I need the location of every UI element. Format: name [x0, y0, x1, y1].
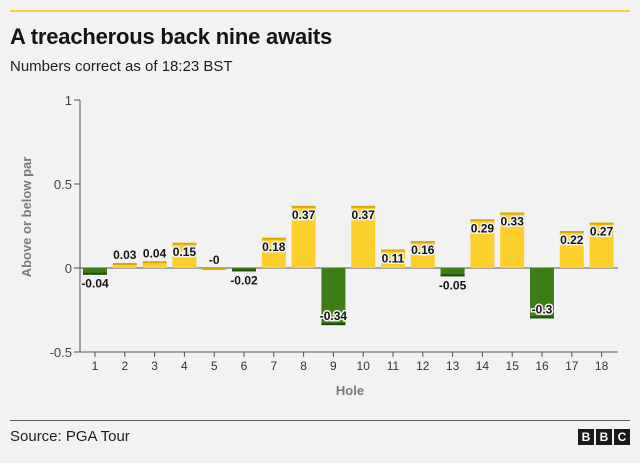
bar	[530, 268, 554, 319]
bar-value-label: 0.27	[590, 225, 614, 239]
bar	[83, 268, 107, 275]
bar-chart: -0.5 0 0.5 1 -0.04 0.03 0.04 0.15 -0 -0.02 0.18 0.…	[19, 93, 618, 398]
bar-value-label: 0.18	[262, 240, 286, 254]
x-tick-label: 16	[535, 359, 549, 373]
x-tick-label: 5	[211, 359, 218, 373]
y-tick-label: 1	[65, 93, 72, 108]
bar	[589, 222, 614, 268]
bar-value-label: -0.05	[439, 278, 467, 292]
bbc-logo-letter: B	[578, 429, 594, 445]
bar	[381, 249, 405, 268]
x-tick-label: 2	[121, 359, 128, 373]
bar	[440, 268, 465, 277]
bar	[470, 219, 495, 268]
x-tick-label: 9	[330, 359, 337, 373]
bar	[112, 262, 137, 268]
x-tick-label: 15	[506, 359, 520, 373]
x-tick-label: 7	[270, 359, 277, 373]
bbc-logo-letter: C	[614, 429, 630, 445]
x-axis: 1 2 3 4 5 6 7 8 9 10 11 12 13 14 15 16 17 18	[80, 351, 618, 373]
x-tick-label: 10	[357, 359, 371, 373]
x-tick-label: 8	[300, 359, 307, 373]
chart-subtitle: Numbers correct as of 18:23 BST	[10, 58, 233, 75]
y-tick-label: 0.5	[54, 177, 72, 192]
x-tick-label: 3	[151, 359, 158, 373]
bar	[142, 261, 167, 268]
bar-value-label: 0.03	[113, 248, 137, 262]
x-tick-label: 11	[387, 359, 400, 373]
bar-value-label: -0.3	[532, 302, 553, 316]
bar-value-label: 0.29	[471, 221, 495, 235]
bar-value-label: 0.15	[173, 245, 197, 259]
bars-group: -0.04 0.03 0.04 0.15 -0 -0.02 0.18 0.37 -0.34 0.3…	[80, 205, 618, 326]
x-tick-label: 13	[446, 359, 460, 373]
x-tick-label: 18	[595, 359, 609, 373]
bar-value-label: -0.02	[230, 273, 258, 287]
bar-value-label: 0.04	[143, 246, 167, 260]
bbc-logo: B B C	[578, 429, 630, 445]
bar	[261, 237, 286, 268]
top-accent-rule	[10, 10, 630, 12]
bbc-logo-letter: B	[596, 429, 612, 445]
x-tick-label: 17	[565, 359, 579, 373]
bar-value-label: 0.16	[411, 243, 435, 257]
bar-value-label: 0.11	[382, 252, 405, 266]
bar-value-label: 0.22	[560, 233, 584, 247]
y-axis-label: Above or below par	[19, 157, 34, 278]
x-tick-label: 6	[241, 359, 248, 373]
x-tick-label: 14	[476, 359, 490, 373]
bar-value-label: 0.37	[352, 208, 376, 222]
bar-value-label: 0.33	[501, 215, 525, 229]
bar	[291, 205, 316, 268]
bar	[321, 268, 346, 326]
bar	[172, 242, 197, 268]
y-tick-label: 0	[65, 261, 72, 276]
bar-value-label: -0.34	[320, 309, 348, 323]
x-tick-label: 1	[92, 359, 99, 373]
source-note: Source: PGA Tour	[10, 428, 130, 445]
bar	[351, 205, 376, 268]
bar	[500, 212, 525, 268]
y-tick-label: -0.5	[50, 345, 72, 360]
bar-value-label: 0.37	[292, 208, 316, 222]
footer-rule	[10, 420, 630, 421]
bar-value-label: -0	[209, 253, 220, 267]
chart-title: A treacherous back nine awaits	[10, 24, 333, 49]
x-axis-label: Hole	[336, 383, 364, 398]
bar-value-label: -0.04	[81, 277, 109, 291]
bar	[410, 241, 435, 268]
x-tick-label: 4	[181, 359, 188, 373]
bar	[559, 231, 584, 268]
y-axis: -0.5 0 0.5 1	[50, 93, 81, 360]
x-tick-label: 12	[416, 359, 430, 373]
